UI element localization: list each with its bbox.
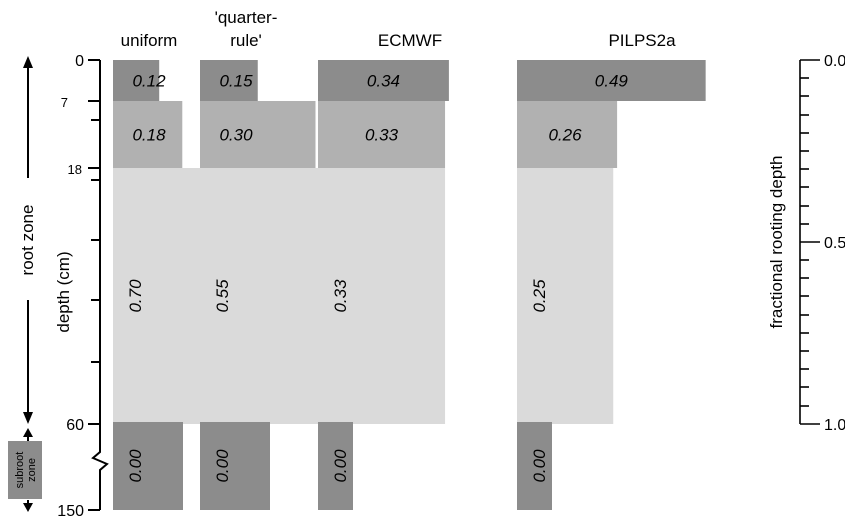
fraction-tick-0.5: 0.5	[824, 235, 845, 252]
value-label-quarter-rule-layer-4: 0.00	[213, 449, 232, 483]
depth-tick-7: 7	[61, 95, 68, 110]
bar-uniform-layer-4	[113, 422, 183, 510]
value-label-uniform-layer-2: 0.18	[132, 126, 166, 145]
subroot-zone-arrow	[23, 428, 33, 512]
value-label-pilps2a-layer-3: 0.25	[530, 279, 549, 313]
header-pilps2a: PILPS2a	[608, 31, 676, 50]
value-label-ecmwf-layer-1: 0.34	[367, 72, 400, 91]
fraction-axis	[799, 59, 820, 425]
header-ecmwf: ECMWF	[378, 31, 442, 50]
fraction-tick-0: 0.0	[824, 53, 845, 70]
value-label-quarter-rule-layer-3: 0.55	[213, 279, 232, 313]
depth-tick-150: 150	[57, 503, 84, 516]
depth-tick-18: 18	[68, 162, 82, 177]
subroot-zone-box	[8, 441, 42, 499]
bar-pilps2a-layer-2	[517, 101, 618, 168]
value-label-pilps2a-layer-2: 0.26	[548, 126, 582, 145]
bar-pilps2a-layer-4	[517, 422, 552, 510]
bar-pilps2a-layer-3	[517, 168, 614, 424]
depth-tick-60: 60	[66, 417, 84, 434]
header-quarter-rule-line1: 'quarter-	[215, 8, 278, 27]
bar-pilps2a-layer-1	[517, 60, 706, 101]
value-label-quarter-rule-layer-1: 0.15	[219, 72, 253, 91]
root-zone-label: root zone	[18, 205, 37, 276]
value-label-ecmwf-layer-4: 0.00	[331, 449, 350, 483]
root-zone-arrow	[23, 56, 33, 424]
bar-uniform-layer-1	[113, 60, 160, 101]
header-quarter-rule-line2: rule'	[230, 31, 262, 50]
value-label-ecmwf-layer-3: 0.33	[331, 279, 350, 313]
fraction-tick-1: 1.0	[824, 417, 845, 434]
value-label-quarter-rule-layer-2: 0.30	[219, 126, 253, 145]
subroot-zone-label: subrootzone	[14, 452, 38, 489]
value-label-ecmwf-layer-2: 0.33	[365, 126, 399, 145]
value-label-pilps2a-layer-1: 0.49	[595, 72, 629, 91]
value-label-pilps2a-layer-4: 0.00	[530, 449, 549, 483]
header-uniform: uniform	[121, 31, 178, 50]
bar-quarter-rule-layer-2	[200, 101, 316, 168]
bar-quarter-rule-layer-1	[200, 60, 258, 101]
value-label-uniform-layer-4: 0.00	[126, 449, 145, 483]
bar-ecmwf-layer-3	[318, 168, 446, 424]
bar-uniform-layer-2	[113, 101, 183, 168]
bar-ecmwf-layer-4	[318, 422, 353, 510]
value-label-uniform-layer-1: 0.12	[132, 72, 166, 91]
depth-tick-0: 0	[75, 53, 84, 70]
depth-axis-label: depth (cm)	[54, 251, 73, 332]
bars-group: 0.12 0.18 0.70 0.00 0.15 0.30 0.55 0.00 0.34 0.33…	[113, 60, 706, 510]
bar-ecmwf-layer-2	[318, 101, 446, 168]
depth-axis	[88, 59, 109, 511]
value-label-uniform-layer-3: 0.70	[126, 279, 145, 313]
bar-ecmwf-layer-1	[318, 60, 449, 101]
fraction-axis-label: fractional rooting depth	[767, 156, 786, 329]
bar-quarter-rule-layer-4	[200, 422, 270, 510]
